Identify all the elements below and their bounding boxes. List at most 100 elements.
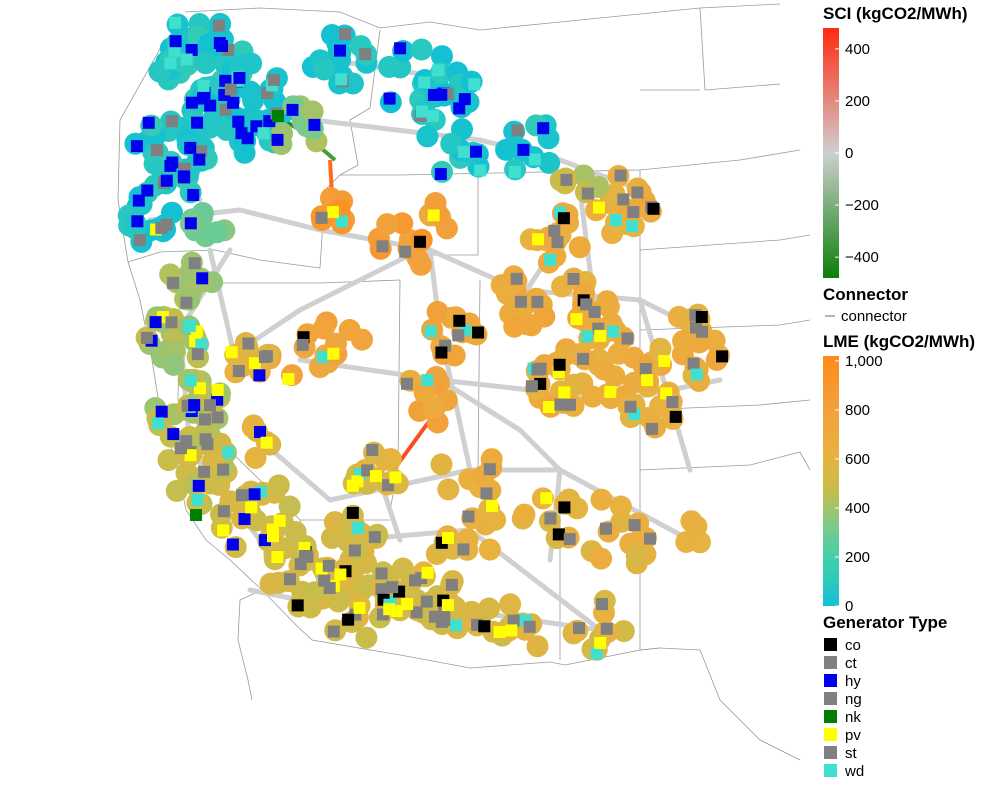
generator-marker-ct [376, 240, 389, 253]
bus-node [165, 479, 188, 502]
generator-marker-ct [420, 595, 433, 608]
generator-marker-hy [184, 141, 197, 154]
generator-marker-ct [644, 532, 656, 545]
generator-swatch-st [824, 746, 837, 759]
generator-marker-hy [192, 479, 205, 492]
bus-node [416, 125, 439, 148]
generator-marker-ct [600, 622, 613, 635]
generator-marker-hy [233, 71, 246, 84]
generator-marker-ct [627, 206, 640, 219]
generator-marker-pv [389, 471, 402, 484]
bus-node [259, 572, 282, 595]
generator-marker-co [478, 620, 491, 633]
generator-marker-pv [327, 347, 340, 360]
generator-marker-ct [462, 510, 475, 523]
generator-marker-hy [184, 217, 197, 230]
generator-marker-ct [614, 169, 627, 182]
generator-marker-ct [666, 396, 679, 408]
generator-marker-hy [216, 40, 228, 52]
generator-swatch-ng [824, 692, 837, 705]
bus-node [242, 89, 265, 112]
generator-marker-pv [570, 313, 583, 326]
lme-tick-label: 400 [845, 500, 870, 517]
generator-marker-ct [624, 400, 637, 413]
generator-marker-wd [581, 330, 594, 343]
lme-tick-label: 1,000 [845, 353, 883, 370]
bus-node [612, 620, 635, 643]
generator-marker-hy [537, 122, 550, 135]
generator-marker-wd [416, 105, 428, 118]
generator-marker-ct [480, 487, 493, 500]
generator-marker-pv [421, 566, 434, 579]
generator-marker-hy [185, 44, 198, 56]
generator-marker-hy [185, 96, 198, 109]
generator-marker-ct [165, 115, 178, 128]
generator-marker-co [472, 326, 485, 339]
highlighted-lines [273, 113, 432, 477]
generator-marker-ct [327, 625, 340, 638]
generator-marker-wd [528, 153, 541, 166]
generator-marker-ct [217, 505, 230, 518]
generator-marker-hy [160, 174, 173, 187]
generator-marker-hy [177, 170, 190, 183]
bus-node [355, 626, 378, 649]
generator-marker-ct [544, 512, 557, 525]
state-border [639, 234, 811, 251]
generator-marker-hy [458, 93, 471, 106]
bus-node [499, 593, 522, 616]
bus-node [495, 282, 518, 305]
generator-marker-hy [188, 399, 201, 412]
generator-marker-ct [428, 610, 441, 623]
generator-marker-ct [696, 325, 709, 338]
generator-marker-wd [197, 79, 210, 92]
generator-marker-wd [432, 64, 445, 77]
bus-node [495, 138, 518, 161]
bus-node [590, 547, 613, 570]
generator-marker-co [346, 506, 359, 519]
bus-node [409, 253, 432, 276]
bus-node [313, 58, 336, 81]
generator-marker-wd [184, 374, 197, 387]
bus-node [596, 290, 619, 313]
generator-marker-pv [271, 551, 284, 563]
generator-marker-ct [639, 363, 652, 375]
sci-legend-title: SCI (kgCO2/MWh) [823, 4, 968, 23]
generator-marker-co [552, 528, 565, 541]
generator-marker-pv [326, 206, 339, 219]
generator-marker-ct [514, 295, 527, 308]
generator-marker-ct [409, 574, 421, 587]
generator-marker-co [414, 235, 426, 248]
generator-marker-ct [567, 273, 580, 285]
state-border [117, 39, 661, 669]
generator-marker-ct [211, 411, 224, 424]
generator-marker-ct [213, 19, 226, 32]
generator-marker-ct [577, 352, 589, 365]
generator-marker-ct [175, 442, 187, 455]
generator-marker-ct [284, 573, 296, 586]
generator-marker-wd [180, 53, 193, 66]
sci-ticks: 400 200 0 −200 −400 [835, 41, 879, 266]
generator-marker-wd [168, 44, 181, 57]
generator-marker-ct [507, 614, 520, 627]
generator-marker-ct [560, 173, 573, 186]
generator-marker-pv [594, 637, 607, 649]
generator-marker-ct [401, 377, 413, 390]
generator-marker-hy [238, 513, 251, 525]
generator-marker-nk [190, 509, 202, 521]
transmission-line [517, 427, 563, 473]
generator-marker-hy [286, 103, 299, 116]
generator-label-co: co [845, 637, 861, 654]
legend-panel: SCI (kgCO2/MWh) 400 200 0 −200 −400 Connecto… [823, 4, 975, 780]
generator-marker-ct [628, 519, 641, 532]
generator-marker-co [647, 202, 660, 215]
generator-marker-co [669, 410, 682, 423]
generator-marker-co [553, 358, 566, 371]
generator-marker-pv [353, 601, 366, 614]
bus-node [609, 495, 632, 518]
generator-marker-ct [366, 444, 379, 456]
generator-marker-pv [217, 524, 230, 537]
generator-marker-ct [167, 276, 180, 289]
generator-markers [130, 16, 729, 660]
generator-marker-ct [188, 257, 201, 270]
generator-marker-wd [474, 164, 487, 177]
